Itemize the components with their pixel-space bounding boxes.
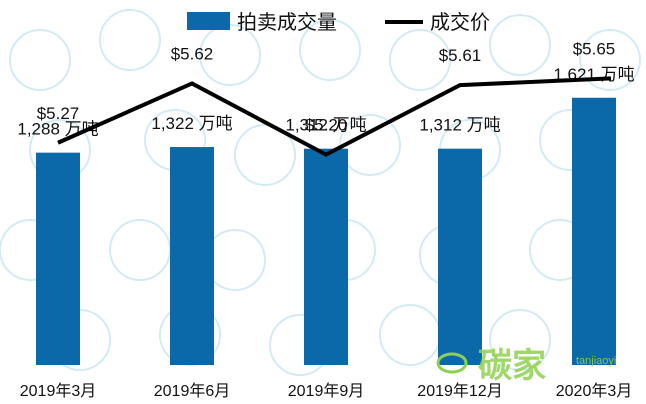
watermark-leaf-icon	[436, 352, 468, 374]
bar-data-label: 1,312 万吨	[419, 116, 500, 135]
background-circle	[579, 29, 641, 91]
background-circle	[234, 124, 296, 186]
bar	[170, 147, 214, 365]
line-data-label: $5.61	[439, 46, 482, 65]
watermark-brand: 碳家	[478, 347, 546, 385]
background-circle	[99, 9, 161, 71]
background-circle	[379, 304, 441, 366]
watermark-latin: tanjiaoyi	[576, 355, 616, 367]
line-series	[57, 76, 612, 157]
background-circle	[299, 19, 361, 81]
x-tick-label: 2019年6月	[154, 382, 231, 400]
bar-labels: 1,288 万吨 1,322 万吨 1,312 万吨 1,312 万吨1,621 万吨	[17, 65, 634, 139]
background-circle	[389, 29, 451, 91]
bar	[36, 152, 80, 365]
line-data-label: $5.65	[573, 39, 616, 58]
x-tick-label: 2020年3月	[556, 382, 633, 400]
x-tick-label: 2019年12月	[417, 382, 502, 400]
bar	[438, 148, 482, 365]
x-tick-label: 2019年3月	[20, 382, 97, 400]
line-data-label: $5.27	[37, 104, 80, 123]
watermark-logo: 碳家 tanjiaoyi	[436, 347, 616, 385]
legend-label-line: 成交价	[430, 11, 490, 34]
bar	[304, 148, 348, 365]
bar-data-label: 1,322 万吨	[151, 114, 232, 133]
legend: 拍卖成交量 成交价	[187, 11, 490, 34]
x-axis-ticks: 2019年3月 2019年6月 2019年9月 2019年12月 2020年3月	[20, 382, 633, 400]
bar-series	[36, 97, 616, 365]
bar	[572, 97, 616, 365]
bar-data-label: 1,312 万吨	[285, 116, 366, 135]
line-labels: $5.27 $5.62 $5.20 $5.61 $5.65	[37, 39, 616, 134]
background-circle	[489, 14, 551, 76]
background-circle	[9, 29, 71, 91]
legend-label-bar: 拍卖成交量	[237, 11, 337, 34]
line-data-label: $5.62	[171, 44, 214, 63]
x-tick-label: 2019年9月	[288, 382, 365, 400]
legend-swatch-bar	[187, 12, 230, 30]
background-circle	[109, 219, 171, 281]
background-circle	[339, 114, 401, 176]
line-data-label: $5.20	[305, 116, 348, 135]
background-circle	[489, 309, 551, 371]
